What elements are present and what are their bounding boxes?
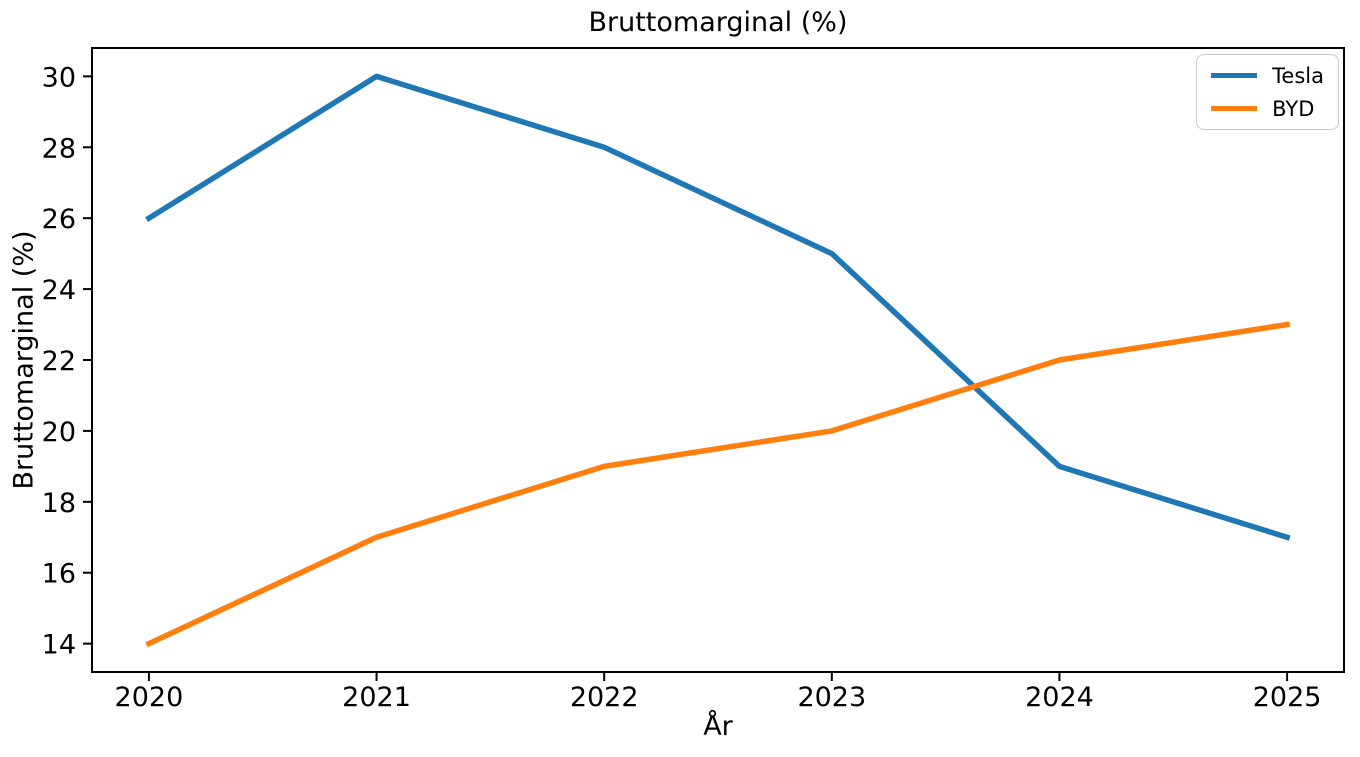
y-axis-tick-label: 20 [42, 417, 76, 448]
y-axis-tick-label: 14 [42, 630, 76, 661]
chart-title: Bruttomarginal (%) [588, 7, 848, 38]
legend-swatch-line [1211, 105, 1258, 112]
x-axis-tick-label: 2024 [1025, 682, 1094, 713]
y-axis-tick-label: 26 [42, 204, 76, 235]
legend-swatch-line [1211, 72, 1258, 79]
x-axis-tick-label: 2025 [1253, 682, 1322, 713]
legend-label: BYD [1272, 96, 1315, 121]
y-axis-tick-label: 30 [42, 62, 76, 93]
legend: Tesla BYD [1196, 54, 1339, 130]
series-line-byd [145, 321, 1291, 648]
y-axis-tick-label: 18 [42, 488, 76, 519]
x-axis-tick-label: 2021 [342, 682, 411, 713]
x-axis-label: År [703, 711, 733, 742]
axes-spines [91, 47, 1345, 673]
series-line-tesla [145, 73, 1291, 541]
y-axis-tick-label: 24 [42, 275, 76, 306]
legend-label: Tesla [1272, 63, 1324, 88]
x-axis-tick-label: 2022 [570, 682, 639, 713]
x-axis-tick-label: 2023 [797, 682, 866, 713]
y-axis-tick-label: 22 [42, 346, 76, 377]
x-axis-tick-label: 2020 [115, 682, 184, 713]
y-axis-tick-label: 16 [42, 559, 76, 590]
legend-entry-byd: BYD [1211, 96, 1324, 121]
legend-entry-tesla: Tesla [1211, 63, 1324, 88]
y-axis-tick-label: 28 [42, 133, 76, 164]
